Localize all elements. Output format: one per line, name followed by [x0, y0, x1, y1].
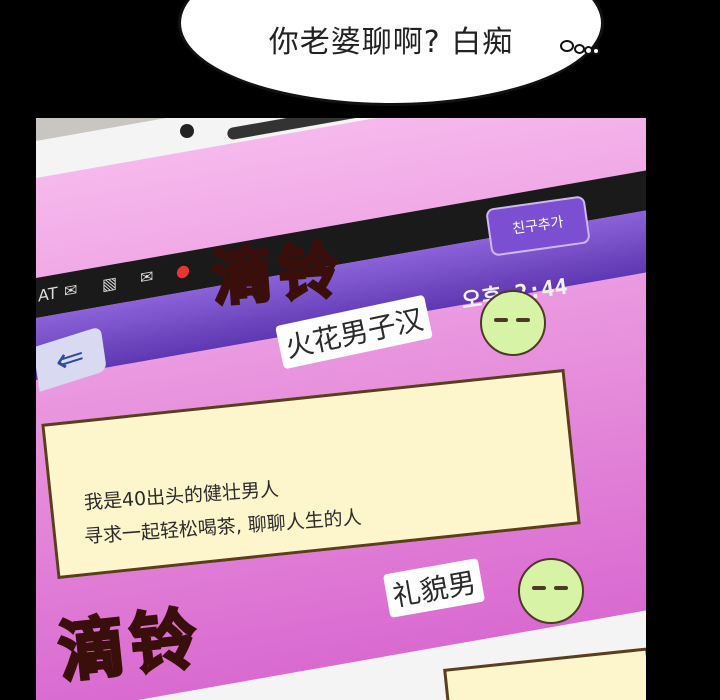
camera-icon	[180, 124, 194, 138]
message-icon: ✉	[140, 266, 154, 288]
sound-effect-bottom: 滴铃	[53, 598, 207, 693]
image-icon: ▧	[102, 272, 118, 295]
left-arrow-icon: ⇐	[53, 335, 87, 383]
smiley-face-icon[interactable]	[518, 558, 584, 624]
comic-panel: AT ✉ ▧ ✉ ● ⇐ 오후 2:44 친구추가 滴铃 火花男子汉 我是40出…	[36, 118, 646, 700]
message-box-2	[443, 647, 646, 700]
speech-bubble: 你老婆聊啊? 白痴	[178, 0, 604, 106]
smiley-face-icon[interactable]	[480, 290, 546, 356]
mail-icon: ✉	[64, 279, 78, 302]
sound-effect-top: 滴铃	[209, 234, 349, 316]
record-icon: ●	[176, 259, 190, 282]
carrier-label: AT	[38, 283, 58, 306]
speech-bubble-text: 你老婆聊啊? 白痴	[268, 25, 514, 60]
